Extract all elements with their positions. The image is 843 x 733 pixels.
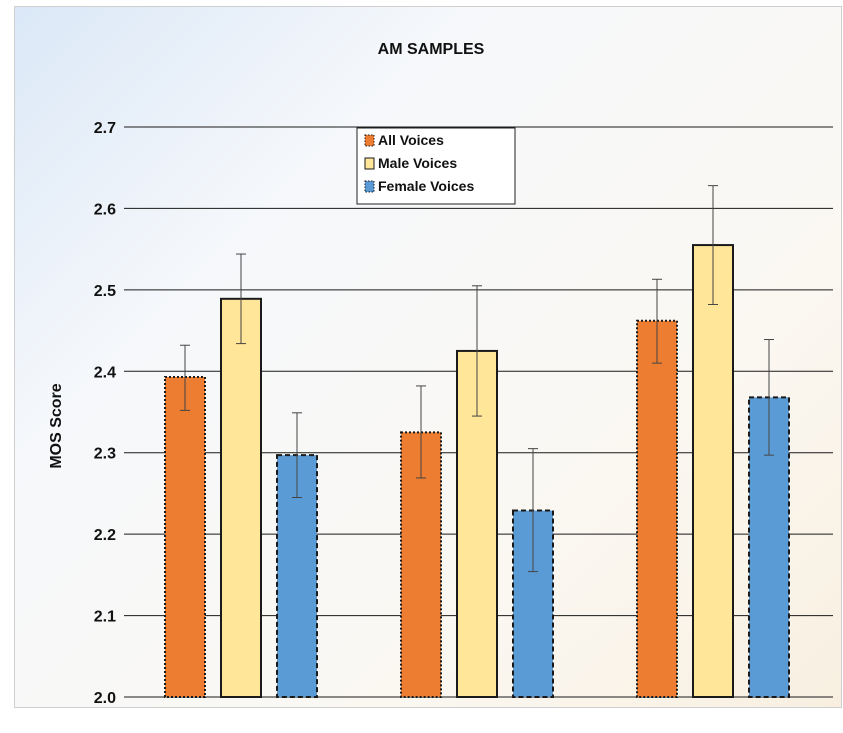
category-label: All Listeners [193, 706, 289, 707]
chart-svg: AM SAMPLES MOS Score 2.02.12.22.32.42.52… [48, 41, 833, 723]
y-tick-label: 2.0 [94, 690, 116, 707]
legend-label: Female Voices [378, 178, 474, 194]
chart-frame: AM SAMPLES MOS Score 2.0 2.1 2.2 2.3 2.4 2.5 2… [14, 6, 842, 723]
bar-male-voices [692, 244, 734, 698]
legend: All Voices Male Voices Female Voices [356, 127, 516, 205]
y-tick-label: 2.7 [94, 120, 116, 137]
y-tick-label: 2.4 [94, 364, 116, 381]
y-axis-label: MOS Score [48, 383, 65, 468]
legend-swatch [364, 180, 375, 193]
legend-swatch [364, 134, 375, 147]
y-tick-label: 2.2 [94, 527, 116, 544]
bar-male-voices [220, 297, 262, 698]
category-labels: All Listeners Male Listeners Female Listen… [193, 706, 779, 723]
y-tick-label: 2.6 [94, 201, 116, 218]
category-label: Male Listeners [421, 706, 532, 707]
y-tick-label: 2.5 [94, 283, 116, 300]
error-bars [180, 185, 774, 573]
y-tick-labels: 2.0 2.1 2.2 2.3 2.4 2.5 2.6 2.7 [94, 120, 116, 707]
y-tick-label: 2.1 [94, 609, 116, 626]
bar-all-voices [636, 319, 678, 698]
category-label: Female Listeners [648, 706, 779, 707]
legend-label: All Voices [378, 132, 444, 148]
legend-label: Male Voices [378, 155, 457, 171]
y-tick-label: 2.3 [94, 446, 116, 463]
chart-title: AM SAMPLES [378, 41, 485, 58]
legend-box [356, 127, 516, 205]
bar-all-voices [164, 375, 206, 698]
legend-swatch [364, 157, 375, 170]
